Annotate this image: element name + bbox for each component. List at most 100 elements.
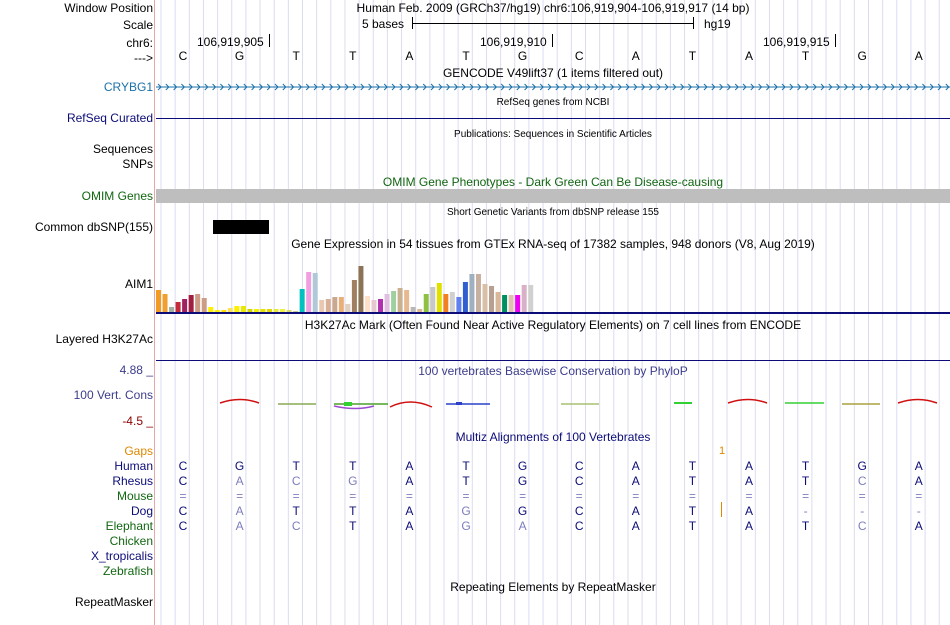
gtex-bar[interactable]: [195, 294, 201, 312]
gtex-bar[interactable]: [221, 310, 227, 312]
gtex-bar[interactable]: [162, 294, 168, 312]
gtex-bar[interactable]: [404, 290, 410, 312]
gtex-bar[interactable]: [430, 287, 436, 312]
gtex-bar[interactable]: [528, 285, 534, 312]
dbsnp-label[interactable]: Common dbSNP(155): [34, 220, 153, 234]
gtex-bar[interactable]: [240, 306, 246, 312]
gtex-bar[interactable]: [286, 310, 292, 312]
gtex-bar[interactable]: [169, 307, 175, 312]
gencode-title[interactable]: GENCODE V49lift37 (1 items filtered out): [442, 66, 664, 80]
h3k27ac-title[interactable]: H3K27Ac Mark (Often Found Near Active Re…: [304, 318, 802, 332]
gtex-bar[interactable]: [260, 309, 266, 312]
refseq-title[interactable]: RefSeq genes from NCBI: [496, 97, 610, 108]
alignment-base: C: [574, 474, 584, 488]
gtex-bar[interactable]: [208, 307, 214, 312]
gtex-bar[interactable]: [378, 299, 384, 312]
gtex-bar[interactable]: [410, 307, 416, 312]
gtex-bar[interactable]: [247, 309, 253, 312]
gtex-bar[interactable]: [253, 309, 259, 312]
gtex-bar[interactable]: [469, 274, 475, 312]
omim-title[interactable]: OMIM Gene Phenotypes - Dark Green Can Be…: [382, 175, 724, 189]
repeatmasker-title[interactable]: Repeating Elements by RepeatMasker: [450, 580, 656, 594]
ruler-tick-2: [552, 34, 553, 47]
species-label-elephant[interactable]: Elephant: [105, 519, 153, 533]
gtex-bar[interactable]: [397, 288, 403, 312]
publications-label-sequences[interactable]: Sequences: [92, 142, 153, 156]
gtex-bar[interactable]: [325, 299, 331, 312]
phylop-title[interactable]: 100 vertebrates Basewise Conservation by…: [418, 364, 688, 378]
gtex-bar[interactable]: [449, 292, 455, 312]
gtex-bar[interactable]: [502, 295, 508, 312]
gtex-bar[interactable]: [391, 291, 397, 312]
gencode-gene-line[interactable]: [156, 82, 950, 92]
species-label-rhesus[interactable]: Rhesus: [112, 474, 153, 488]
gtex-bar[interactable]: [175, 302, 181, 312]
phylop-signal[interactable]: [156, 395, 950, 415]
gtex-bar[interactable]: [267, 309, 273, 312]
gtex-bar[interactable]: [293, 311, 299, 312]
gtex-bar[interactable]: [495, 292, 501, 312]
repeatmasker-label[interactable]: RepeatMasker: [74, 595, 153, 609]
alignment-base: G: [517, 504, 528, 518]
gtex-bar[interactable]: [515, 295, 521, 312]
species-label-dog[interactable]: Dog: [130, 504, 153, 518]
gtex-bar[interactable]: [332, 297, 338, 312]
gtex-bar[interactable]: [227, 308, 233, 312]
refseq-label[interactable]: RefSeq Curated: [66, 111, 153, 125]
gtex-bar[interactable]: [234, 306, 240, 312]
ruler-tick-1: [269, 34, 270, 47]
gtex-bar[interactable]: [358, 266, 364, 312]
gtex-bar[interactable]: [371, 300, 377, 312]
gtex-title[interactable]: Gene Expression in 54 tissues from GTEx …: [291, 237, 815, 251]
gtex-bar[interactable]: [475, 274, 481, 312]
dbsnp-title[interactable]: Short Genetic Variants from dbSNP releas…: [447, 207, 659, 218]
gtex-bar[interactable]: [312, 273, 318, 312]
gap-count[interactable]: 1: [719, 445, 726, 457]
gtex-bar[interactable]: [456, 297, 462, 312]
gtex-bar[interactable]: [156, 290, 161, 312]
gtex-bar[interactable]: [364, 296, 370, 312]
dbsnp-variant[interactable]: [213, 220, 269, 234]
gtex-bar[interactable]: [201, 298, 207, 312]
gtex-bar[interactable]: [319, 300, 325, 312]
gtex-bar[interactable]: [436, 283, 442, 312]
gtex-bar[interactable]: [417, 309, 423, 312]
gtex-bar[interactable]: [521, 285, 527, 312]
omim-label[interactable]: OMIM Genes: [81, 189, 153, 203]
phylop-label[interactable]: 100 Vert. Cons: [73, 388, 153, 402]
gtex-bar[interactable]: [214, 310, 220, 312]
species-label-chicken[interactable]: Chicken: [109, 534, 153, 548]
gencode-item-label[interactable]: CRYBG1: [103, 80, 153, 94]
species-label-zebrafish[interactable]: Zebrafish: [102, 564, 153, 578]
gtex-bar[interactable]: [508, 295, 514, 312]
gtex-bar-chart[interactable]: [156, 252, 950, 314]
gtex-bar[interactable]: [299, 289, 305, 312]
gtex-bar[interactable]: [306, 272, 312, 312]
species-label-human[interactable]: Human: [114, 459, 153, 473]
publications-label-snps[interactable]: SNPs: [122, 157, 153, 171]
gtex-bar[interactable]: [338, 297, 344, 312]
window-position-value: Human Feb. 2009 (GRCh37/hg19) chr6:106,9…: [356, 1, 750, 15]
publications-title[interactable]: Publications: Sequences in Scientific Ar…: [454, 129, 652, 140]
gtex-bar[interactable]: [351, 280, 357, 312]
gtex-bar[interactable]: [443, 294, 449, 312]
gtex-bar[interactable]: [182, 299, 188, 312]
species-label-mouse[interactable]: Mouse: [116, 489, 153, 503]
alignment-base: T: [349, 504, 357, 518]
h3k27ac-label[interactable]: Layered H3K27Ac: [55, 332, 153, 346]
gtex-bar[interactable]: [423, 294, 429, 312]
species-label-x_tropicalis[interactable]: X_tropicalis: [90, 549, 153, 563]
omim-feature-bar[interactable]: [156, 189, 950, 203]
gtex-bar[interactable]: [188, 295, 194, 312]
gtex-bar[interactable]: [462, 282, 468, 312]
gtex-bar[interactable]: [273, 309, 279, 312]
gaps-label[interactable]: Gaps: [124, 444, 153, 458]
gtex-bar[interactable]: [482, 284, 488, 312]
gtex-bar[interactable]: [280, 309, 286, 312]
gtex-label[interactable]: AIM1: [124, 277, 153, 291]
gtex-bar[interactable]: [489, 286, 495, 312]
alignment-base: A: [744, 519, 753, 533]
gtex-bar[interactable]: [384, 294, 390, 312]
gtex-bar[interactable]: [345, 304, 351, 312]
multiz-title[interactable]: Multiz Alignments of 100 Vertebrates: [455, 430, 651, 444]
